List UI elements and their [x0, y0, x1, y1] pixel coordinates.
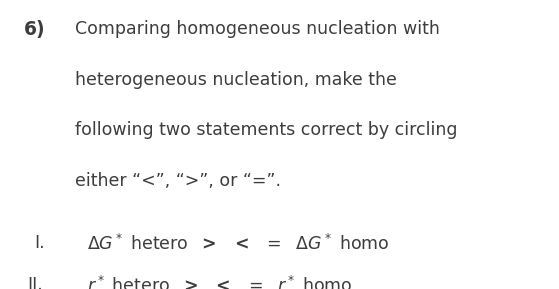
Text: II.: II.: [27, 276, 42, 289]
Text: $r^*$ hetero  $\mathbf{>}$  $\mathbf{<}$  $=$  $r^*$ homo: $r^*$ hetero $\mathbf{>}$ $\mathbf{<}$ $…: [87, 276, 352, 289]
Text: $\Delta G^*$ hetero  $\mathbf{>}$  $\mathbf{<}$  $=$  $\Delta G^*$ homo: $\Delta G^*$ hetero $\mathbf{>}$ $\mathb…: [87, 234, 389, 254]
Text: 6): 6): [23, 20, 45, 39]
Text: following two statements correct by circling: following two statements correct by circ…: [75, 121, 458, 139]
Text: heterogeneous nucleation, make the: heterogeneous nucleation, make the: [75, 71, 397, 89]
Text: either “<”, “>”, or “=”.: either “<”, “>”, or “=”.: [75, 172, 282, 190]
Text: I.: I.: [35, 234, 45, 252]
Text: Comparing homogeneous nucleation with: Comparing homogeneous nucleation with: [75, 20, 440, 38]
